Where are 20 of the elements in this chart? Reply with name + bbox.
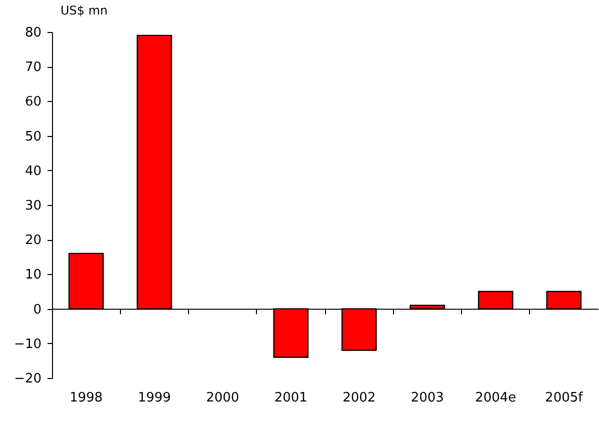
y-tick-label: 0 (33, 302, 42, 318)
y-tick-label: 60 (24, 94, 42, 110)
y-tick-label: −10 (14, 336, 42, 352)
x-tick-label: 2001 (274, 390, 308, 406)
x-tick-label: 2003 (410, 390, 444, 406)
x-tick-label: 2002 (342, 390, 376, 406)
x-tick-label: 1998 (70, 390, 103, 406)
y-tick-label: 40 (24, 164, 42, 179)
y-tick-label: 80 (24, 26, 42, 40)
x-tick-label: 2005f (545, 390, 584, 406)
x-tick-label: 2000 (206, 390, 240, 406)
y-axis-title: US$ mn (60, 4, 108, 18)
y-tick-label: 20 (24, 233, 42, 248)
y-tick-label: 50 (24, 129, 42, 144)
x-tick-label: 2004e (475, 390, 516, 406)
y-tick-label: 70 (24, 60, 42, 76)
y-tick-label: 30 (24, 198, 42, 214)
x-tick-label: 1999 (138, 390, 171, 406)
y-tick-label: 10 (24, 268, 42, 283)
y-tick-label: −20 (14, 372, 42, 386)
